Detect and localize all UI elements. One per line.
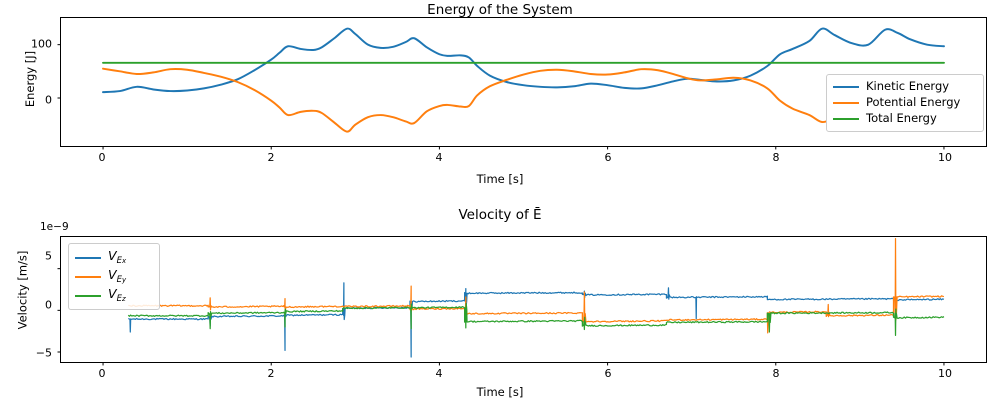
energy-xtick-4: 4 xyxy=(435,151,443,164)
velocity-y-offset-text: 1e−9 xyxy=(40,221,69,233)
legend-item-vey[interactable]: VEy xyxy=(75,267,153,286)
velocity-xtick-6: 6 xyxy=(604,367,612,380)
energy-ytick-100: 100 xyxy=(31,37,52,51)
energy-xtick-0: 0 xyxy=(98,151,106,164)
velocity-ytick-0: 0 xyxy=(45,298,52,312)
velocity-xtick-10: 10 xyxy=(938,367,952,380)
energy-x-axis-label: Time [s] xyxy=(476,172,524,186)
velocity-series-svg xyxy=(57,238,945,366)
energy-chart-title: Energy of the System xyxy=(427,2,573,18)
energy-series-svg xyxy=(57,27,945,150)
legend-swatch-vex xyxy=(75,256,101,259)
velocity-xtick-0: 0 xyxy=(98,367,106,380)
energy-xtick-8: 8 xyxy=(772,151,780,164)
legend-item-kinetic-energy[interactable]: Kinetic Energy xyxy=(833,79,977,95)
energy-ytick-0: 0 xyxy=(45,93,52,107)
velocity-xtick-2: 2 xyxy=(267,367,275,380)
velocity-plot-area xyxy=(57,236,987,366)
energy-legend[interactable]: Kinetic Energy Potential Energy Total En… xyxy=(826,74,984,132)
legend-label-kinetic-energy: Kinetic Energy xyxy=(866,79,950,94)
legend-label-total-energy: Total Energy xyxy=(866,111,937,126)
legend-label-vey: VEy xyxy=(108,266,127,285)
energy-xtick-10: 10 xyxy=(938,151,952,164)
legend-item-vex[interactable]: VEx xyxy=(75,248,153,267)
velocity-chart-title: Velocity of Ē xyxy=(458,207,542,223)
legend-label-potential-energy: Potential Energy xyxy=(866,95,961,110)
legend-swatch-potential-energy xyxy=(833,102,859,104)
legend-label-vez: VEz xyxy=(108,285,126,304)
velocity-x-axis-label: Time [s] xyxy=(476,385,524,399)
legend-item-vez[interactable]: VEz xyxy=(75,286,153,305)
legend-swatch-kinetic-energy xyxy=(833,86,859,88)
velocity-xtick-8: 8 xyxy=(772,367,780,380)
velocity-y-axis-label: Velocity [m/s] xyxy=(15,250,30,330)
velocity-legend[interactable]: VEx VEy VEz xyxy=(68,243,160,310)
energy-xtick-2: 2 xyxy=(267,151,275,164)
energy-xtick-6: 6 xyxy=(604,151,612,164)
legend-swatch-vez xyxy=(75,294,101,297)
velocity-ytick-5: 5 xyxy=(45,249,52,263)
velocity-xtick-4: 4 xyxy=(435,367,443,380)
legend-item-total-energy[interactable]: Total Energy xyxy=(833,111,977,127)
velocity-ytick-neg5: −5 xyxy=(35,346,52,360)
legend-label-vex: VEx xyxy=(108,247,127,266)
legend-swatch-vey xyxy=(75,275,101,278)
legend-item-potential-energy[interactable]: Potential Energy xyxy=(833,95,977,111)
legend-swatch-total-energy xyxy=(833,118,859,120)
